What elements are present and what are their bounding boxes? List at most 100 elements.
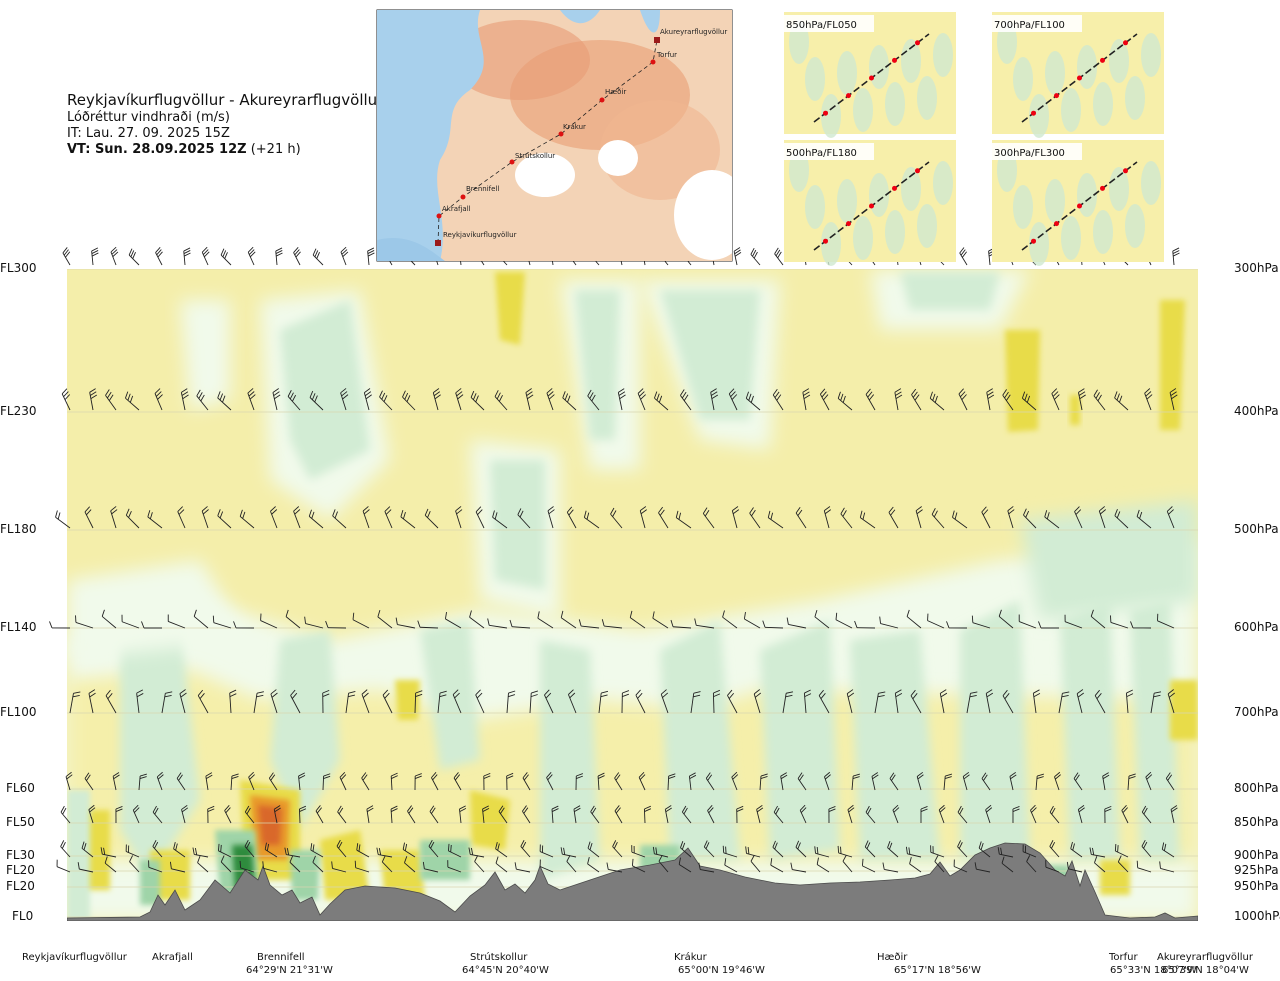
velocity-contour — [1005, 330, 1040, 432]
wind-barb — [325, 620, 347, 629]
wind-barb — [192, 847, 209, 858]
issue-time: IT: Lau. 27. 09. 2025 15Z — [67, 126, 230, 141]
wind-barb — [698, 862, 715, 873]
wind-barb — [293, 506, 301, 529]
velocity-contour — [575, 290, 620, 440]
map-label-akrafjall: Akrafjall — [442, 205, 471, 213]
wind-barb — [62, 247, 71, 266]
wind-barb — [201, 246, 210, 266]
wind-barb — [854, 620, 876, 629]
wind-barb — [910, 689, 922, 714]
wind-barb — [1094, 689, 1106, 714]
wind-barb — [1002, 689, 1014, 714]
wind-barb — [61, 388, 71, 411]
wind-barb — [520, 840, 531, 858]
wind-barb — [1150, 691, 1162, 714]
hpa-label: 500hPa — [1234, 522, 1279, 536]
wind-barb — [233, 621, 255, 629]
wind-barb — [275, 247, 283, 266]
waypoint-labels: Reykjavíkurflugvöllur Akrafjall Brennifell… — [22, 951, 1254, 976]
wind-barb — [290, 689, 301, 714]
fl-label: FL20 — [6, 879, 35, 893]
vertical-velocity-field — [67, 270, 1198, 921]
velocity-contour — [1060, 600, 1120, 860]
waypoint-coord: 65°17'N 18°56'W — [894, 965, 981, 976]
wind-barb — [865, 805, 876, 824]
wind-barb — [911, 388, 922, 411]
wind-barb — [1114, 843, 1129, 858]
wind-barb — [525, 388, 534, 411]
wind-barb — [224, 805, 232, 824]
terrain-profile — [67, 842, 1198, 921]
wind-barb — [617, 388, 626, 411]
inset-label: 700hPa/FL100 — [994, 20, 1065, 31]
fl-label: FL0 — [12, 909, 33, 923]
wind-barb — [953, 859, 968, 873]
wind-barb — [631, 858, 646, 873]
wind-barb — [395, 617, 416, 629]
wind-barb — [475, 506, 485, 529]
lead-time: (+21 h) — [250, 142, 301, 157]
wind-barb — [1073, 772, 1083, 791]
wind-barb — [447, 860, 462, 873]
wind-barb — [707, 805, 715, 824]
waypoint-name: Reykjavíkurflugvöllur — [22, 951, 128, 963]
wind-barb — [879, 616, 899, 629]
velocity-contour — [180, 300, 230, 410]
wind-barb — [112, 772, 120, 791]
wind-barb — [136, 689, 144, 714]
wind-barb — [390, 805, 398, 824]
wind-barb — [459, 805, 467, 824]
wind-barb — [652, 846, 669, 858]
wind-barb — [601, 619, 623, 629]
plot-area — [67, 269, 1198, 921]
wind-barb — [315, 805, 324, 824]
velocity-contour — [1070, 395, 1080, 425]
wind-barb — [587, 856, 600, 873]
valid-time-label: VT: Sun. 28.09.2025 12Z — [67, 142, 247, 157]
wind-barb — [610, 507, 623, 529]
wind-barb — [790, 862, 807, 873]
wind-barb — [363, 388, 372, 411]
wind-barb — [197, 689, 209, 714]
waypoint-name: Hæðir — [877, 952, 908, 963]
wind-barb — [379, 390, 393, 411]
wind-barb — [621, 690, 630, 714]
wind-barb — [660, 689, 669, 714]
wind-barb — [1051, 388, 1060, 411]
wind-barb — [1098, 506, 1107, 529]
wind-barb — [89, 388, 98, 411]
wind-barb — [583, 510, 600, 529]
wind-barb — [614, 772, 623, 791]
wind-barb — [606, 862, 623, 873]
wind-barb — [587, 841, 600, 858]
wind-barb — [125, 391, 140, 411]
wind-barb — [361, 772, 370, 791]
wind-barb — [1064, 614, 1083, 629]
wind-barb — [694, 618, 715, 629]
wind-barb — [356, 843, 370, 858]
waypoint-name: Strútskollur — [470, 951, 528, 963]
wind-barb — [981, 506, 991, 529]
wind-barb — [453, 772, 462, 791]
map-label-strutskollur: Strútskollur — [515, 152, 555, 160]
wind-barb — [152, 840, 163, 858]
wind-barb — [340, 388, 349, 411]
wind-barb — [77, 862, 94, 873]
wind-barb — [176, 772, 186, 791]
wind-barb — [217, 843, 232, 858]
map-label-torfur: Torfur — [656, 51, 677, 59]
wind-barb — [929, 391, 945, 411]
wind-barb — [312, 855, 324, 873]
wind-barb — [384, 506, 393, 529]
wind-barb — [639, 506, 647, 529]
wind-barb — [229, 689, 237, 714]
wind-barb — [247, 246, 256, 266]
wind-barb — [495, 856, 508, 873]
inset-label: 850hPa/FL050 — [786, 20, 857, 31]
wind-barb — [680, 389, 692, 411]
wind-barb — [916, 771, 924, 791]
wind-barb — [762, 620, 784, 629]
wind-barb — [1161, 842, 1175, 858]
wind-barb — [1035, 773, 1045, 791]
